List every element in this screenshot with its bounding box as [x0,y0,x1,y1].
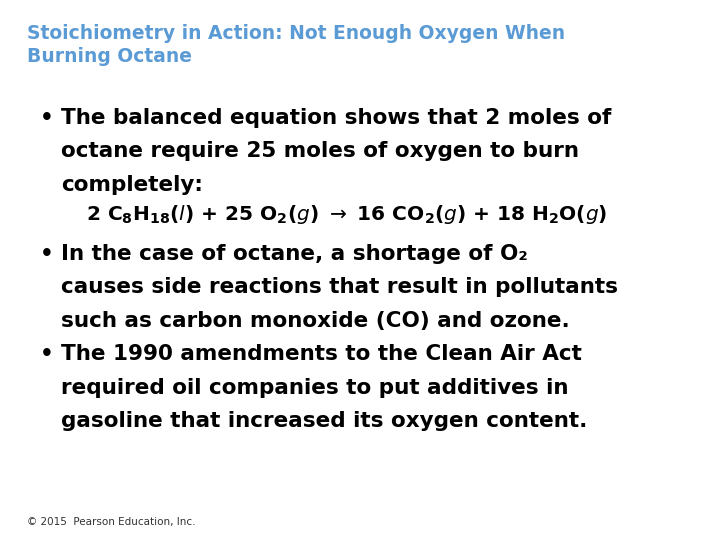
Text: 2 $\mathregular{C_8H_{18}}$($\it{l}$) + 25 $\mathregular{O_2}$($\it{g}$) $\right: 2 $\mathregular{C_8H_{18}}$($\it{l}$) + … [86,203,608,226]
Text: required oil companies to put additives in: required oil companies to put additives … [61,377,569,397]
Text: •: • [40,244,53,264]
Text: such as carbon monoxide (CO) and ozone.: such as carbon monoxide (CO) and ozone. [61,310,570,330]
Text: •: • [40,344,53,364]
Text: © 2015  Pearson Education, Inc.: © 2015 Pearson Education, Inc. [27,516,196,526]
Text: causes side reactions that result in pollutants: causes side reactions that result in pol… [61,277,618,297]
Text: In the case of octane, a shortage of O₂: In the case of octane, a shortage of O₂ [61,244,528,264]
Text: gasoline that increased its oxygen content.: gasoline that increased its oxygen conte… [61,411,588,431]
Text: Stoichiometry in Action: Not Enough Oxygen When
Burning Octane: Stoichiometry in Action: Not Enough Oxyg… [27,24,565,66]
Text: •: • [40,108,53,128]
Text: completely:: completely: [61,175,203,195]
Text: The balanced equation shows that 2 moles of: The balanced equation shows that 2 moles… [61,108,611,128]
Text: The 1990 amendments to the Clean Air Act: The 1990 amendments to the Clean Air Act [61,344,582,364]
Text: octane require 25 moles of oxygen to burn: octane require 25 moles of oxygen to bur… [61,141,579,161]
